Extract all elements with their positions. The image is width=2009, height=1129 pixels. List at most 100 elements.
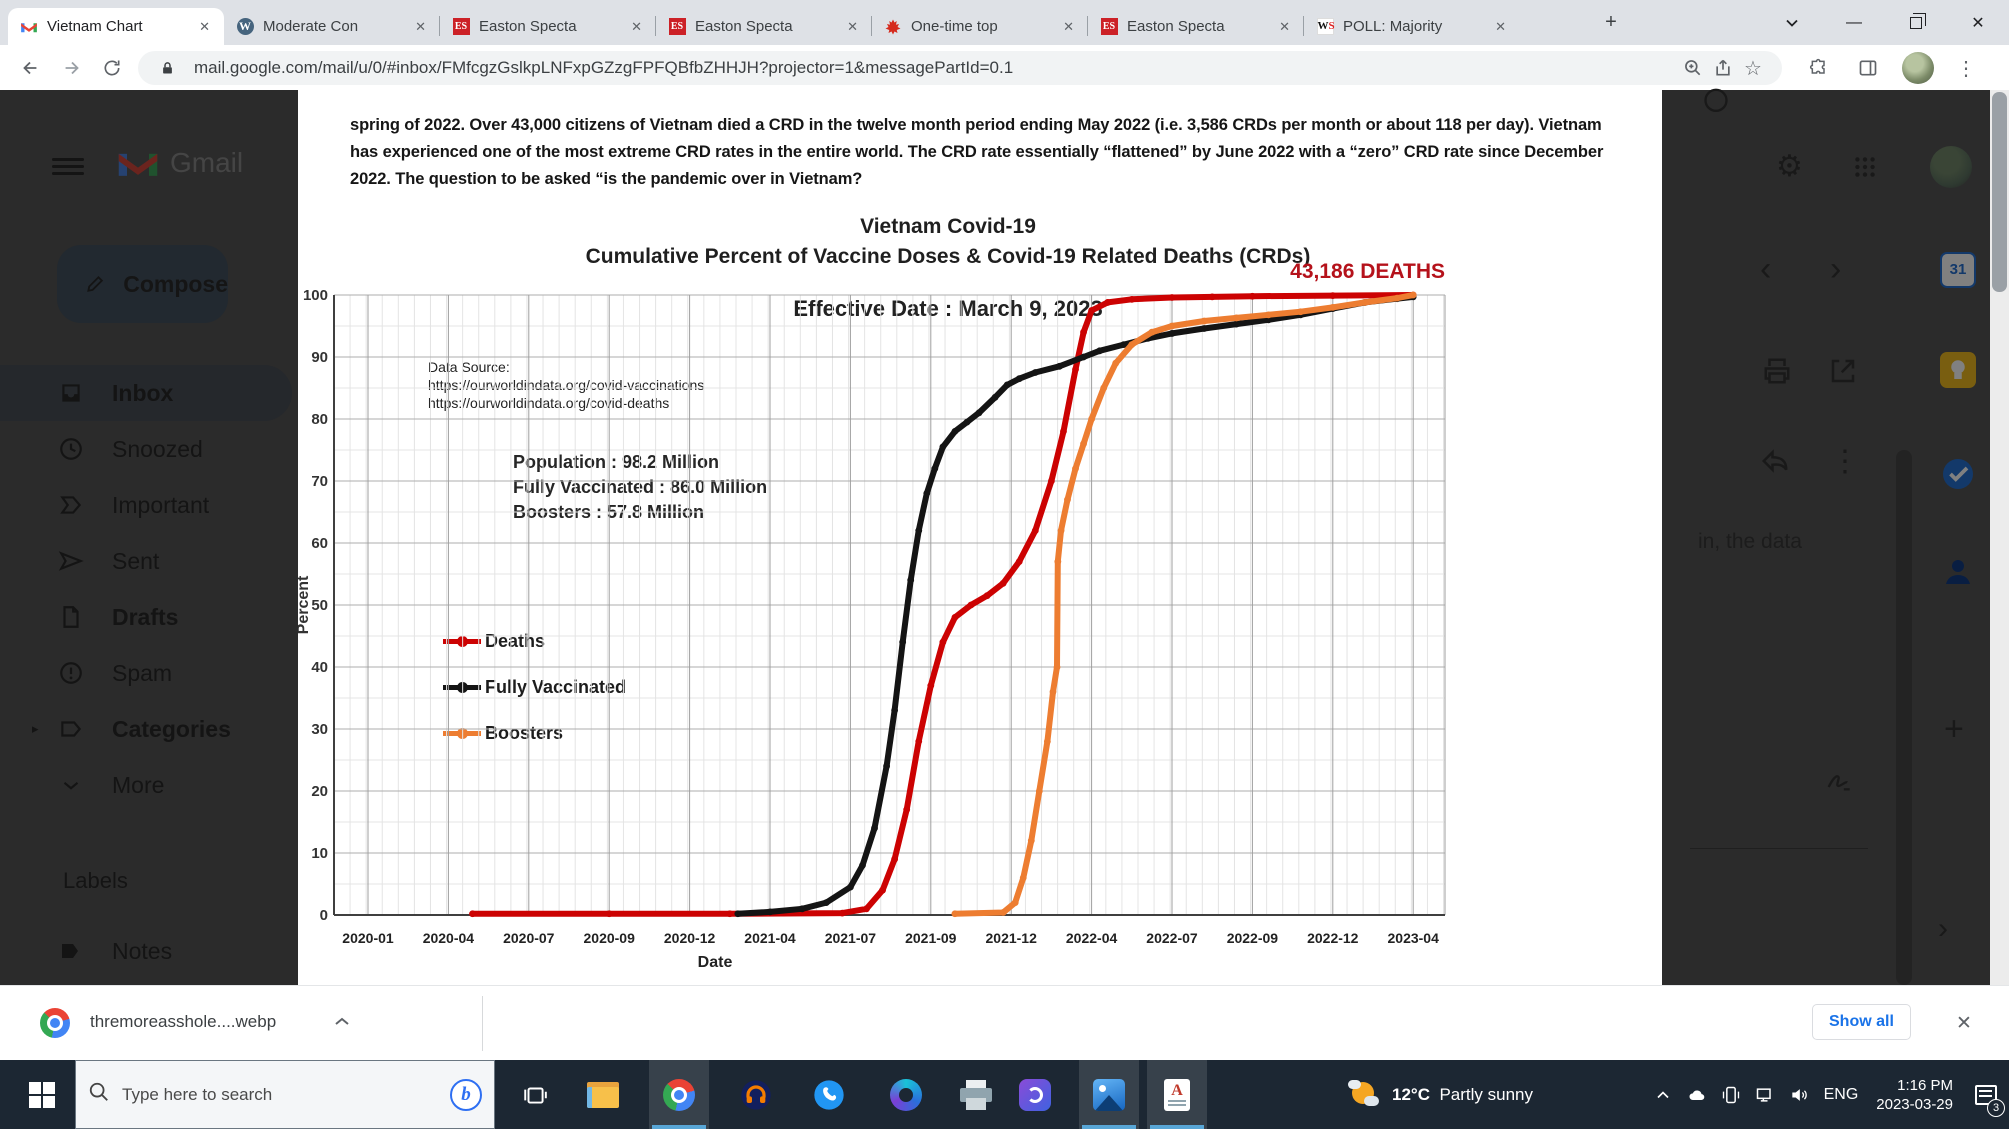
start-button[interactable] bbox=[14, 1060, 70, 1129]
contacts-icon[interactable] bbox=[1940, 554, 1976, 590]
inbox-icon bbox=[58, 380, 84, 406]
document-a-app-icon[interactable]: A bbox=[1147, 1060, 1207, 1129]
tab-close-icon[interactable]: ✕ bbox=[1279, 18, 1290, 34]
taskbar-clock[interactable]: 1:16 PM 2023-03-29 bbox=[1866, 1076, 1963, 1114]
printer-icon[interactable] bbox=[946, 1060, 1006, 1129]
ws-favicon-icon: WS bbox=[1316, 18, 1335, 36]
minimize-button[interactable]: — bbox=[1846, 13, 1862, 31]
sidebar-item-spam[interactable]: Spam bbox=[0, 645, 292, 701]
windows-taskbar: Type here to search b bbox=[0, 1060, 2009, 1129]
browser-scrollbar[interactable] bbox=[1990, 90, 2009, 985]
more-options-icon[interactable]: ⋮ bbox=[1830, 445, 1860, 478]
share-icon[interactable] bbox=[1708, 53, 1738, 83]
address-bar[interactable]: mail.google.com/mail/u/0/#inbox/FMfcgzGs… bbox=[138, 51, 1782, 85]
bookmark-star-icon[interactable]: ☆ bbox=[1744, 57, 1762, 80]
browser-tab-2[interactable]: ES Easton Specta ✕ bbox=[439, 8, 656, 45]
hamburger-menu-icon[interactable] bbox=[52, 154, 84, 178]
tabs-container: Vietnam Chart ✕ W Moderate Con ✕ ES Easton Spe… bbox=[8, 8, 1520, 45]
extensions-puzzle-icon[interactable] bbox=[1803, 52, 1835, 84]
tray-expand-chevron-icon[interactable] bbox=[1646, 1060, 1680, 1129]
browser-tab-5[interactable]: ES Easton Specta ✕ bbox=[1087, 8, 1304, 45]
newer-email-chevron-icon[interactable]: ‹ bbox=[1760, 250, 1772, 288]
tab-close-icon[interactable]: ✕ bbox=[1495, 18, 1506, 34]
open-in-new-icon[interactable] bbox=[1828, 356, 1858, 386]
loop-swirl-icon[interactable] bbox=[1005, 1060, 1065, 1129]
data-point bbox=[859, 862, 866, 869]
show-all-button[interactable]: Show all bbox=[1812, 1004, 1911, 1040]
shelf-close-button[interactable]: ✕ bbox=[1956, 1013, 1972, 1034]
onedrive-cloud-icon[interactable] bbox=[1680, 1060, 1714, 1129]
side-panel-icon[interactable] bbox=[1852, 52, 1884, 84]
speaker-icon[interactable] bbox=[1782, 1060, 1816, 1129]
tab-close-icon[interactable]: ✕ bbox=[415, 18, 426, 34]
url-text[interactable]: mail.google.com/mail/u/0/#inbox/FMfcgzGs… bbox=[194, 58, 1014, 77]
browser-tab-6[interactable]: WS POLL: Majority ✕ bbox=[1303, 8, 1520, 45]
new-tab-button[interactable]: + bbox=[1605, 11, 1617, 33]
older-email-chevron-icon[interactable]: › bbox=[1830, 250, 1842, 288]
forward-button[interactable] bbox=[56, 52, 88, 84]
sidebar-item-more[interactable]: More bbox=[0, 757, 292, 813]
network-icon[interactable] bbox=[1748, 1060, 1782, 1129]
sidebar-item-drafts[interactable]: Drafts bbox=[0, 589, 292, 645]
zoom-in-page-icon[interactable] bbox=[1678, 53, 1708, 83]
taskbar-search-box[interactable]: Type here to search b bbox=[75, 1060, 495, 1129]
media-swirl-icon[interactable] bbox=[876, 1060, 936, 1129]
phone-app-icon[interactable] bbox=[799, 1060, 859, 1129]
taskbar-weather[interactable]: 12°C Partly sunny bbox=[1348, 1060, 1533, 1129]
expander-arrow-icon[interactable]: ▸ bbox=[32, 721, 39, 736]
download-filename[interactable]: thremoreasshole....webp bbox=[90, 1012, 277, 1031]
keep-icon[interactable] bbox=[1940, 352, 1976, 388]
task-view-icon[interactable] bbox=[505, 1060, 565, 1129]
tab-title: Vietnam Chart bbox=[47, 18, 143, 35]
browser-tab-3[interactable]: ES Easton Specta ✕ bbox=[655, 8, 872, 45]
data-point bbox=[1128, 295, 1136, 303]
download-caret-icon[interactable] bbox=[330, 1010, 354, 1034]
collapse-panel-chevron-icon[interactable]: › bbox=[1938, 912, 1948, 945]
tab-close-icon[interactable]: ✕ bbox=[199, 18, 210, 34]
reply-icon[interactable] bbox=[1760, 446, 1790, 476]
get-addons-plus-icon[interactable]: + bbox=[1944, 710, 1964, 748]
profile-avatar[interactable] bbox=[1902, 52, 1934, 84]
labels-heading: Labels bbox=[63, 868, 128, 893]
close-window-button[interactable]: ✕ bbox=[1971, 14, 1985, 32]
axis-tick-label: 2021-12 bbox=[986, 930, 1038, 946]
chrome-icon[interactable] bbox=[649, 1060, 709, 1129]
data-point bbox=[903, 806, 911, 813]
tab-close-icon[interactable]: ✕ bbox=[847, 18, 858, 34]
music-headphones-icon[interactable] bbox=[726, 1060, 786, 1129]
phone-link-icon[interactable] bbox=[1714, 1060, 1748, 1129]
restore-button[interactable] bbox=[1885, 0, 1947, 45]
sidebar-item-notes[interactable]: Notes bbox=[0, 928, 292, 974]
bing-icon[interactable]: b bbox=[450, 1078, 482, 1111]
notification-center-icon[interactable]: 3 bbox=[1963, 1060, 2009, 1129]
reload-button[interactable] bbox=[96, 52, 128, 84]
browser-tab-4[interactable]: One-time top ✕ bbox=[871, 8, 1088, 45]
help-icon[interactable] bbox=[1702, 84, 1730, 113]
email-scrollbar[interactable] bbox=[1896, 450, 1912, 985]
data-point bbox=[1168, 294, 1176, 301]
sidebar-item-important[interactable]: Important bbox=[0, 477, 292, 533]
google-apps-grid-icon[interactable] bbox=[1852, 154, 1878, 180]
settings-gear-icon[interactable]: ⚙ bbox=[1776, 150, 1803, 183]
tasks-icon[interactable] bbox=[1940, 456, 1976, 492]
sidebar-item-categories[interactable]: ▸ Categories bbox=[0, 701, 292, 757]
tab-close-icon[interactable]: ✕ bbox=[631, 18, 642, 34]
tab-search-chevron-icon[interactable] bbox=[1761, 0, 1823, 45]
calendar-icon[interactable]: 31 bbox=[1940, 252, 1976, 288]
sidebar-item-sent[interactable]: Sent bbox=[0, 533, 292, 589]
scribble-signature-icon[interactable] bbox=[1824, 766, 1852, 794]
browser-tab-0[interactable]: Vietnam Chart ✕ bbox=[8, 8, 224, 45]
photos-app-icon[interactable] bbox=[1079, 1060, 1139, 1129]
back-button[interactable] bbox=[14, 52, 46, 84]
sidebar-item-inbox[interactable]: Inbox bbox=[0, 365, 292, 421]
browser-scrollbar-thumb[interactable] bbox=[1992, 92, 2007, 292]
language-indicator[interactable]: ENG bbox=[1823, 1085, 1859, 1103]
sidebar-item-snoozed[interactable]: Snoozed bbox=[0, 421, 292, 477]
tab-close-icon[interactable]: ✕ bbox=[1063, 18, 1074, 34]
browser-tab-1[interactable]: W Moderate Con ✕ bbox=[224, 8, 440, 45]
print-icon[interactable] bbox=[1762, 356, 1792, 386]
compose-button[interactable]: Compose bbox=[57, 245, 228, 323]
browser-menu-icon[interactable]: ⋮ bbox=[1956, 57, 1976, 80]
gmail-profile-avatar[interactable] bbox=[1930, 146, 1972, 188]
file-explorer-icon[interactable] bbox=[573, 1060, 633, 1129]
